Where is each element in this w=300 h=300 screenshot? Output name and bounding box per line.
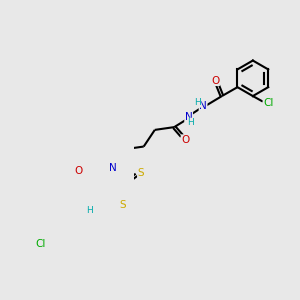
Text: O: O	[74, 166, 82, 176]
Text: N: N	[109, 163, 117, 172]
Text: Cl: Cl	[263, 98, 274, 108]
Text: Cl: Cl	[35, 238, 46, 249]
Text: H: H	[86, 206, 93, 215]
Text: S: S	[119, 200, 126, 210]
Text: O: O	[181, 135, 189, 145]
Text: O: O	[211, 76, 219, 85]
Text: H: H	[188, 118, 194, 127]
Text: N: N	[199, 101, 207, 111]
Text: N: N	[185, 112, 193, 122]
Text: S: S	[138, 168, 144, 178]
Text: H: H	[194, 98, 201, 107]
